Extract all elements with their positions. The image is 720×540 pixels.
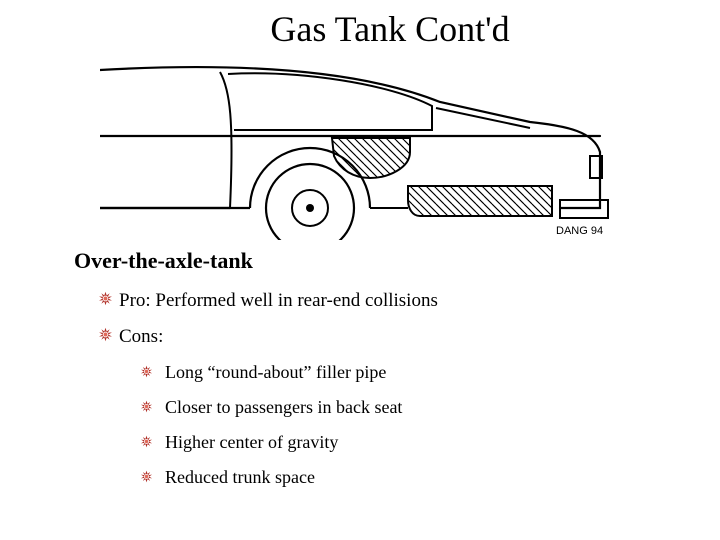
artist-tag: DANG 94 (556, 225, 603, 237)
burst-bullet-icon (98, 290, 113, 312)
list-item-text: Higher center of gravity (165, 432, 338, 453)
list-item: Higher center of gravity (140, 432, 720, 453)
slide-title: Gas Tank Cont'd (0, 0, 720, 50)
list-item: Cons: (98, 326, 720, 348)
cons-sublist: Long “round-about” filler pipe Closer to… (140, 362, 720, 488)
burst-bullet-icon (98, 326, 113, 348)
burst-bullet-icon (140, 432, 153, 453)
list-item-text: Pro: Performed well in rear-end collisio… (119, 290, 438, 312)
burst-bullet-icon (140, 362, 153, 383)
burst-bullet-icon (140, 397, 153, 418)
list-item-text: Cons: (119, 326, 163, 348)
list-item-text: Reduced trunk space (165, 467, 315, 488)
subheading: Over-the-axle-tank (74, 248, 720, 274)
list-item-text: Closer to passengers in back seat (165, 397, 402, 418)
list-item: Long “round-about” filler pipe (140, 362, 720, 383)
pros-cons-list: Pro: Performed well in rear-end collisio… (98, 290, 720, 348)
car-diagram: DANG 94 (100, 60, 620, 240)
list-item-text: Long “round-about” filler pipe (165, 362, 386, 383)
burst-bullet-icon (140, 467, 153, 488)
list-item: Closer to passengers in back seat (140, 397, 720, 418)
list-item: Pro: Performed well in rear-end collisio… (98, 290, 720, 312)
list-item: Reduced trunk space (140, 467, 720, 488)
